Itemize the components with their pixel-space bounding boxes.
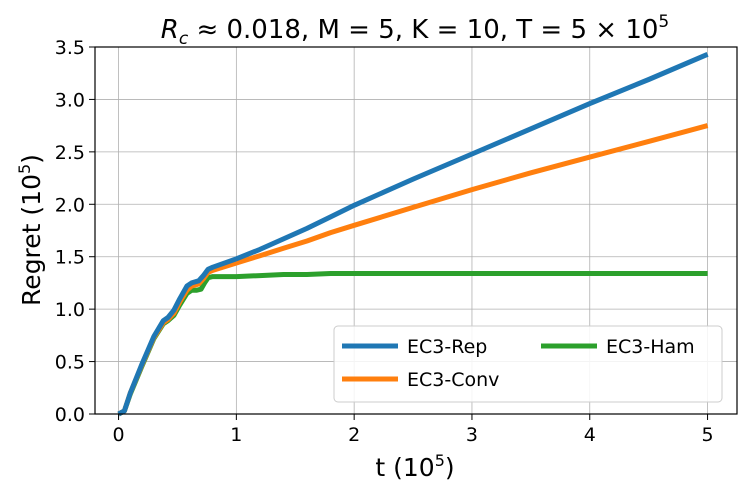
y-axis-label: Regret (105) bbox=[15, 154, 46, 306]
series-lines bbox=[117, 52, 709, 417]
x-tick-label: 4 bbox=[584, 424, 596, 446]
series-line-ec3-rep bbox=[117, 52, 709, 417]
x-tick-label: 5 bbox=[702, 424, 714, 446]
y-tick-label: 1.5 bbox=[55, 247, 85, 269]
x-axis-label: t (105) bbox=[375, 451, 454, 482]
y-tick-label: 2.5 bbox=[55, 142, 85, 164]
x-tick-label: 0 bbox=[113, 424, 125, 446]
axis-ticks: 0 1 2 3 4 5 0.0 0.5 1.0 1.5 2.0 2.5 3.0 3.5 bbox=[55, 37, 714, 446]
legend: EC3-Rep EC3-Ham EC3-Conv bbox=[333, 325, 723, 403]
y-tick-label: 2.0 bbox=[55, 194, 85, 216]
plot-frame bbox=[94, 46, 738, 415]
y-tick-label: 3.5 bbox=[55, 37, 85, 59]
y-tick-label: 0.5 bbox=[55, 352, 85, 374]
x-tick-label: 1 bbox=[230, 424, 242, 446]
legend-label-ec3-rep: EC3-Rep bbox=[407, 336, 487, 358]
y-tick-label: 1.0 bbox=[55, 299, 85, 321]
x-tick-label: 2 bbox=[348, 424, 360, 446]
legend-box bbox=[333, 325, 723, 403]
legend-label-ec3-ham: EC3-Ham bbox=[606, 336, 695, 358]
x-tick-label: 3 bbox=[466, 424, 478, 446]
legend-label-ec3-conv: EC3-Conv bbox=[407, 369, 499, 391]
chart-title: Rc ≈ 0.018, M = 5, K = 10, T = 5 × 105 bbox=[161, 12, 669, 49]
y-tick-label: 3.0 bbox=[55, 89, 85, 111]
y-tick-label: 0.0 bbox=[55, 404, 85, 426]
